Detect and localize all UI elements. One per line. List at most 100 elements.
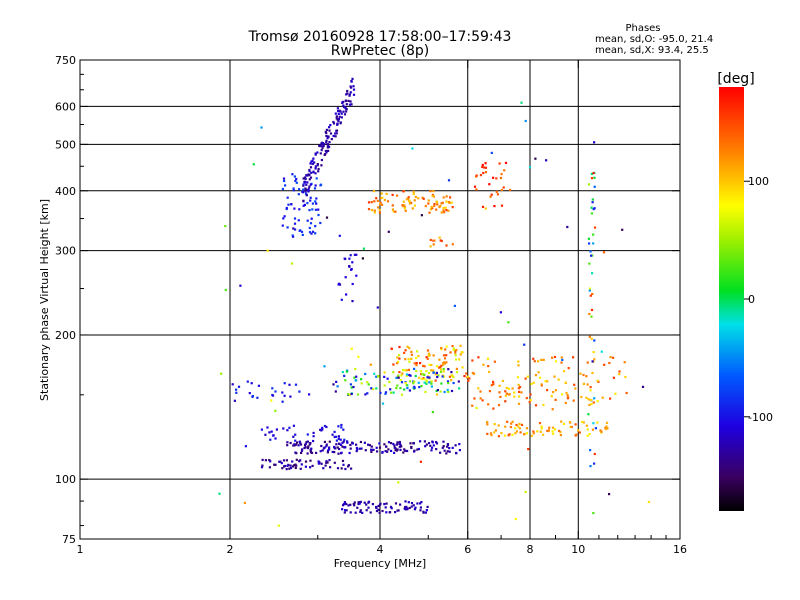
data-point: [465, 372, 468, 375]
data-point: [304, 446, 307, 449]
data-point: [412, 192, 415, 196]
data-point: [328, 448, 331, 451]
data-point: [518, 395, 521, 398]
data-point: [286, 226, 289, 229]
data-point: [515, 423, 518, 427]
data-point: [410, 502, 414, 505]
data-point: [414, 506, 417, 509]
data-point: [268, 459, 271, 462]
data-point: [442, 209, 445, 212]
data-point: [490, 193, 493, 196]
data-point: [517, 387, 520, 390]
data-point: [564, 401, 567, 404]
data-point: [429, 190, 432, 193]
data-point: [418, 386, 421, 389]
data-point: [309, 466, 312, 469]
data-point: [370, 387, 373, 390]
data-point: [353, 376, 356, 379]
data-point: [404, 209, 407, 212]
data-point: [423, 381, 426, 384]
data-point: [587, 413, 590, 416]
data-point: [398, 357, 401, 360]
data-point: [509, 426, 512, 429]
data-point: [283, 464, 286, 468]
data-point: [439, 451, 442, 454]
data-point: [386, 377, 389, 380]
data-point: [591, 292, 594, 296]
data-point: [419, 440, 422, 443]
data-point: [432, 243, 435, 246]
data-point: [430, 449, 433, 452]
colorbar-label: [deg]: [717, 71, 754, 87]
data-point: [314, 167, 317, 170]
data-point: [406, 449, 409, 453]
data-point: [407, 368, 410, 371]
data-point: [389, 511, 392, 514]
data-point: [439, 368, 443, 371]
data-point: [317, 208, 320, 211]
data-point: [367, 383, 370, 386]
data-point: [237, 385, 241, 388]
data-point: [340, 298, 343, 301]
data-point: [477, 387, 480, 390]
data-point: [356, 393, 360, 396]
data-point: [307, 187, 310, 190]
data-point: [415, 364, 418, 367]
data-point: [385, 502, 388, 505]
data-point: [360, 382, 363, 385]
data-point: [587, 183, 591, 186]
data-point: [336, 122, 339, 125]
data-point: [428, 376, 431, 379]
data-point: [593, 339, 596, 342]
data-point: [490, 434, 493, 437]
data-point: [517, 402, 521, 405]
data-point: [282, 177, 286, 180]
data-point: [298, 208, 301, 211]
data-point: [391, 204, 394, 207]
data-point: [551, 430, 554, 433]
data-point: [345, 108, 348, 111]
data-point: [292, 424, 295, 427]
data-point: [296, 441, 299, 444]
data-point: [357, 355, 360, 358]
data-point: [285, 459, 288, 462]
data-point: [592, 242, 595, 245]
data-point: [291, 234, 294, 237]
data-point: [220, 372, 223, 375]
data-point: [417, 197, 420, 200]
data-point: [396, 194, 399, 197]
data-point: [352, 503, 355, 506]
data-point: [317, 460, 320, 463]
data-point: [589, 389, 592, 392]
data-point: [419, 370, 423, 373]
data-point: [325, 460, 328, 463]
data-point: [367, 443, 370, 446]
data-point: [525, 432, 529, 435]
data-point: [331, 450, 334, 453]
data-point: [499, 395, 502, 398]
data-point: [563, 370, 566, 373]
data-point: [343, 501, 346, 504]
data-point: [428, 381, 431, 384]
data-point: [448, 375, 451, 378]
data-point: [425, 382, 428, 385]
data-point: [532, 432, 535, 435]
data-point: [547, 429, 550, 432]
data-point: [588, 287, 591, 290]
data-point: [530, 382, 533, 386]
data-point: [488, 183, 491, 186]
data-point: [396, 448, 399, 451]
data-point: [504, 394, 507, 397]
data-point: [501, 379, 505, 382]
data-point: [277, 524, 280, 527]
data-point: [426, 505, 429, 508]
data-point: [511, 433, 514, 436]
data-point: [430, 446, 434, 449]
data-point: [349, 503, 352, 506]
data-point: [370, 445, 373, 448]
data-point: [444, 348, 447, 351]
data-point: [498, 384, 501, 387]
colorbar-ticks: 100 0 -100: [744, 175, 773, 424]
data-point: [498, 391, 501, 394]
data-point: [417, 381, 420, 384]
